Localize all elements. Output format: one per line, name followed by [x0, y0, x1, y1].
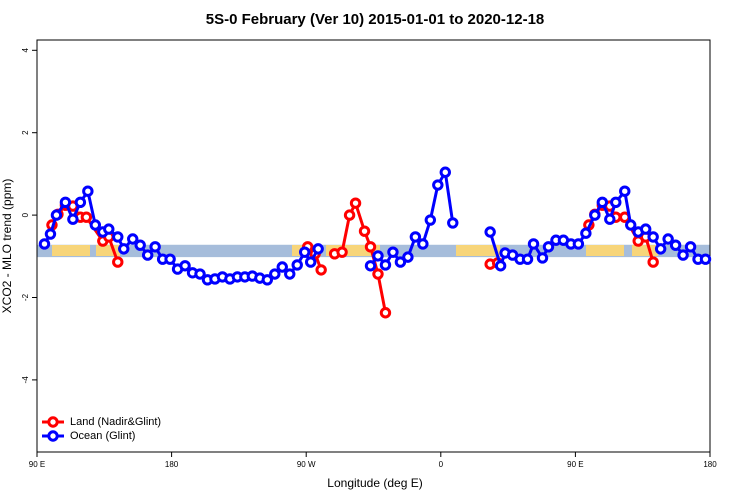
land-patch: [96, 245, 120, 256]
data-point: [387, 246, 399, 258]
data-point: [118, 243, 130, 255]
data-point: [417, 238, 429, 250]
x-tick-label: 90 W: [297, 460, 316, 469]
data-point: [38, 238, 51, 250]
data-point: [67, 213, 79, 225]
data-point: [336, 246, 348, 258]
data-point: [589, 209, 601, 221]
x-tick-label: 180: [703, 460, 717, 469]
data-point: [647, 231, 659, 243]
data-point: [372, 268, 384, 280]
data-point: [179, 260, 191, 272]
land-patch: [52, 245, 90, 256]
data-point: [59, 196, 72, 209]
data-point: [424, 214, 437, 226]
data-point: [304, 256, 317, 268]
data-point: [580, 227, 592, 239]
y-tick-label: -2: [21, 293, 30, 301]
data-point: [291, 259, 303, 271]
data-point: [194, 268, 206, 280]
data-point: [315, 264, 327, 276]
data-point: [402, 251, 414, 263]
data-point: [610, 196, 622, 209]
y-tick-label: 0: [21, 212, 30, 217]
data-point: [44, 228, 57, 240]
data-point: [379, 307, 392, 319]
data-point: [276, 261, 288, 273]
data-point: [677, 249, 689, 261]
data-point: [394, 256, 407, 268]
data-point: [669, 239, 682, 251]
data-point: [494, 260, 507, 272]
data-point: [364, 241, 377, 253]
data-point: [372, 250, 384, 262]
data-point: [542, 241, 555, 253]
data-point: [134, 239, 146, 251]
x-tick-label: 180: [165, 460, 179, 469]
x-tick-label: 90 E: [29, 460, 45, 469]
data-point: [82, 185, 94, 197]
data-point: [89, 219, 102, 231]
data-point: [409, 231, 422, 243]
data-point: [343, 209, 356, 221]
land-patch: [326, 245, 380, 256]
data-point: [662, 233, 674, 245]
data-point: [684, 241, 697, 253]
data-point: [604, 213, 616, 225]
data-point: [164, 253, 176, 265]
data-point: [432, 179, 444, 191]
data-point: [536, 252, 549, 264]
data-point: [312, 243, 324, 255]
data-point: [619, 185, 631, 197]
data-point: [299, 246, 311, 258]
data-point: [625, 219, 637, 231]
plot-frame: [36, 39, 711, 453]
data-point: [269, 268, 281, 280]
legend-marker: [47, 416, 59, 428]
y-axis-label: XCO2 - MLO trend (ppm): [0, 179, 14, 314]
data-point: [112, 231, 124, 243]
land-patch: [586, 245, 624, 256]
data-point: [439, 166, 451, 178]
y-tick-label: 2: [21, 130, 30, 135]
data-point: [358, 225, 371, 237]
data-point: [141, 249, 154, 261]
data-point: [596, 196, 609, 209]
legend-label: Land (Nadir&Glint): [70, 416, 161, 428]
data-point: [654, 243, 667, 255]
data-point: [284, 268, 296, 280]
chart-title: 5S-0 February (Ver 10) 2015-01-01 to 202…: [206, 11, 545, 28]
data-point: [349, 197, 362, 209]
data-point: [80, 211, 93, 223]
data-point: [639, 223, 652, 235]
legend-marker: [47, 430, 59, 442]
data-point: [647, 256, 659, 268]
data-point: [103, 223, 115, 235]
x-tick-label: 90 E: [567, 460, 583, 469]
data-point: [112, 256, 124, 268]
y-tick-label: -4: [21, 376, 30, 384]
data-point: [521, 253, 534, 265]
x-tick-label: 0: [439, 460, 444, 469]
data-point: [127, 233, 139, 245]
x-axis-label: Longitude (deg E): [327, 476, 422, 490]
data-point: [572, 238, 585, 250]
legend-label: Ocean (Glint): [70, 430, 135, 442]
data-point: [149, 241, 161, 253]
data-point: [447, 217, 459, 229]
data-point: [364, 260, 377, 272]
data-point: [527, 238, 540, 250]
data-point: [261, 274, 274, 286]
y-tick-label: 4: [21, 48, 30, 53]
land-patch: [456, 245, 500, 256]
land-patch: [632, 245, 658, 256]
data-point: [50, 209, 63, 221]
data-point: [484, 226, 496, 238]
data-point: [699, 253, 712, 265]
data-point: [74, 196, 87, 209]
data-point: [379, 259, 392, 271]
